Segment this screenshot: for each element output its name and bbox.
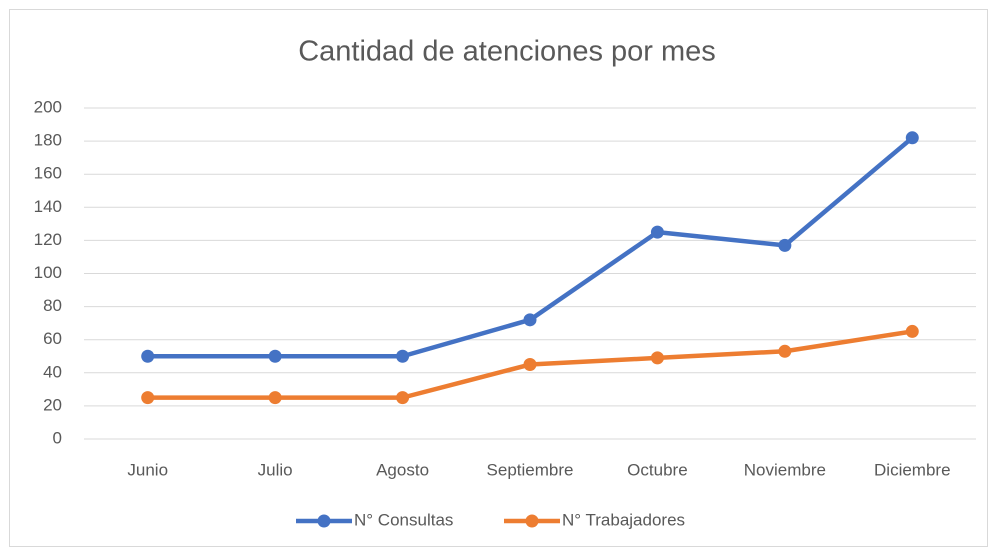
- point: [523, 313, 537, 327]
- point: [905, 324, 919, 338]
- y-tick-label: 40: [43, 362, 62, 381]
- point: [141, 391, 155, 405]
- point: [650, 225, 664, 239]
- y-tick-label: 180: [34, 131, 62, 150]
- x-tick-label: Octubre: [627, 460, 687, 479]
- legend-label: N° Trabajadores: [562, 510, 685, 529]
- point: [268, 391, 282, 405]
- legend-marker: [317, 514, 331, 528]
- x-tick-label: Agosto: [376, 460, 429, 479]
- point: [650, 351, 664, 365]
- x-tick-label: Diciembre: [874, 460, 951, 479]
- y-tick-label: 160: [34, 164, 62, 183]
- x-tick-label: Junio: [127, 460, 168, 479]
- point: [396, 349, 410, 363]
- point: [268, 349, 282, 363]
- legend-marker: [525, 514, 539, 528]
- y-tick-label: 20: [43, 395, 62, 414]
- point: [778, 238, 792, 252]
- point: [778, 344, 792, 358]
- point: [396, 391, 410, 405]
- point: [905, 131, 919, 145]
- y-tick-label: 120: [34, 230, 62, 249]
- legend-label: N° Consultas: [354, 510, 453, 529]
- y-tick-label: 200: [34, 97, 62, 116]
- point: [141, 349, 155, 363]
- y-tick-label: 80: [43, 296, 62, 315]
- y-tick-label: 140: [34, 197, 62, 216]
- x-tick-label: Julio: [258, 460, 293, 479]
- x-tick-label: Noviembre: [744, 460, 826, 479]
- chart-border: [9, 9, 988, 547]
- point: [523, 358, 537, 372]
- y-tick-label: 100: [34, 263, 62, 282]
- chart-title: Cantidad de atenciones por mes: [298, 36, 716, 68]
- y-tick-label: 60: [43, 329, 62, 348]
- x-tick-label: Septiembre: [487, 460, 574, 479]
- y-tick-label: 0: [53, 428, 62, 447]
